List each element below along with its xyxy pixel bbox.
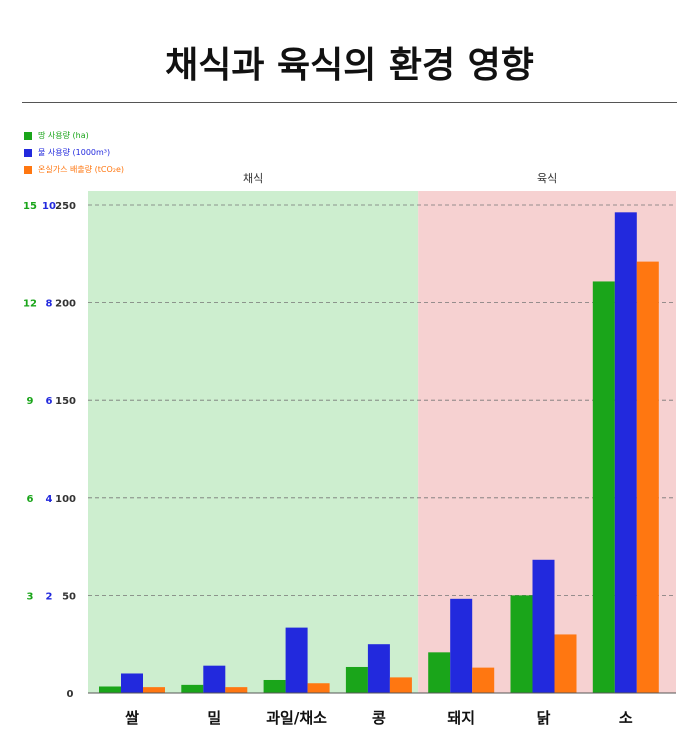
bar-4-0 <box>428 652 451 693</box>
bar-0-0 <box>99 686 121 693</box>
legend-swatch-ghg <box>24 165 32 174</box>
bar-2-0 <box>263 679 286 693</box>
y-tick-water-1: 2 <box>46 591 53 602</box>
y-tick-water-2: 4 <box>46 494 53 505</box>
bar-3-2 <box>389 677 412 693</box>
bar-0-1 <box>121 673 143 693</box>
y-tick-land-3: 9 <box>27 396 34 407</box>
legend-item-water: 물 사용량 (1000m³) <box>24 144 124 161</box>
y-tick-land-2: 6 <box>27 494 34 505</box>
y-tick-water-3: 6 <box>46 396 53 407</box>
group-label-1: 육식 <box>537 172 557 185</box>
bar-6-1 <box>614 212 637 693</box>
bar-5-0 <box>510 595 533 693</box>
y-tick-land-5: 15 <box>23 201 37 212</box>
legend-label-land: 땅 사용량 (ha) <box>38 131 89 140</box>
bar-4-1 <box>450 598 473 693</box>
bar-3-1 <box>367 644 390 693</box>
group-region-0 <box>88 191 419 693</box>
y-tick-ghg-5: 250 <box>55 201 76 212</box>
y-tick-land-4: 12 <box>23 299 37 310</box>
bar-5-2 <box>554 634 577 693</box>
legend-item-land: 땅 사용량 (ha) <box>24 127 124 144</box>
bar-6-2 <box>636 261 659 693</box>
legend-label-water: 물 사용량 (1000m³) <box>38 148 111 157</box>
y-tick-ghg-2: 100 <box>55 494 76 505</box>
y-tick-ghg-3: 150 <box>55 396 76 407</box>
bar-1-2 <box>225 687 248 693</box>
title-divider <box>22 102 677 103</box>
chart-title: 채식과 육식의 환경 영향 <box>165 45 534 86</box>
x-tick-2: 과일/채소 <box>266 709 327 727</box>
bar-2-2 <box>307 683 330 693</box>
y-tick-ghg-0: 0 <box>67 689 74 700</box>
bar-4-2 <box>472 667 495 693</box>
legend-swatch-water <box>24 148 32 157</box>
x-tick-4: 돼지 <box>447 709 475 727</box>
bar-1-1 <box>203 665 226 693</box>
legend-swatch-land <box>24 131 32 140</box>
x-tick-3: 콩 <box>372 709 386 727</box>
y-tick-ghg-4: 200 <box>55 299 76 310</box>
y-tick-ghg-1: 50 <box>62 591 76 602</box>
x-tick-0: 쌀 <box>125 709 139 727</box>
legend-label-ghg: 온실가스 배출량 (tCO₂e) <box>38 165 124 174</box>
group-label-0: 채식 <box>243 172 263 185</box>
bar-0-2 <box>143 687 165 693</box>
bar-5-1 <box>532 559 555 693</box>
bar-2-1 <box>285 627 308 693</box>
bar-6-0 <box>592 281 615 693</box>
bar-1-0 <box>181 684 204 693</box>
chart-legend: 땅 사용량 (ha) 물 사용량 (1000m³) 온실가스 배출량 (tCO₂… <box>24 127 124 178</box>
y-tick-land-1: 3 <box>27 591 34 602</box>
x-tick-1: 밀 <box>207 709 221 727</box>
x-tick-5: 닭 <box>537 709 551 727</box>
y-tick-water-5: 10 <box>42 201 56 212</box>
x-tick-6: 소 <box>619 709 633 727</box>
bar-3-0 <box>345 666 368 693</box>
legend-item-ghg: 온실가스 배출량 (tCO₂e) <box>24 161 124 178</box>
y-tick-water-4: 8 <box>46 299 53 310</box>
